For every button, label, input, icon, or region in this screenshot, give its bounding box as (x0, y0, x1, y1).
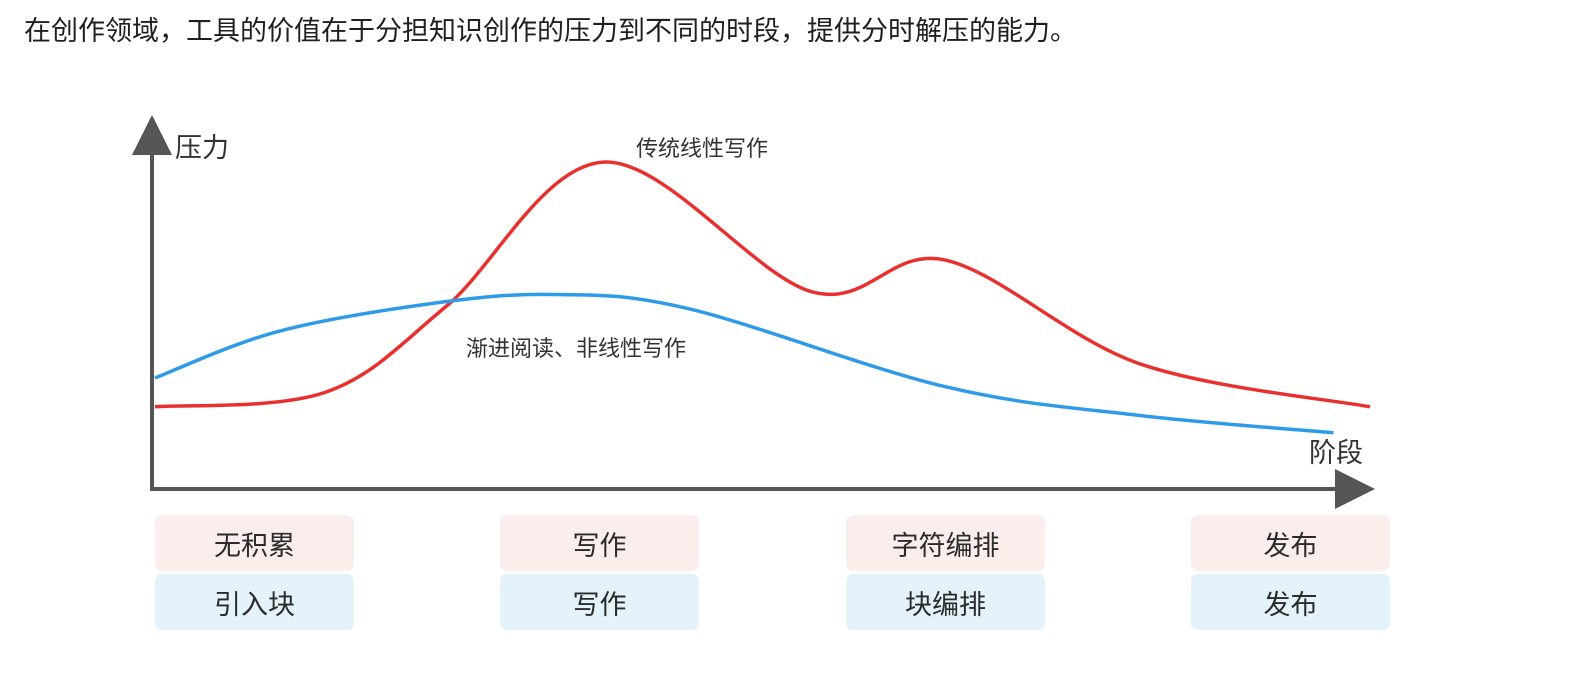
series-progressive-reading-line (154, 292, 1334, 435)
stage-1-block: 引入块 (155, 574, 354, 630)
series-label-progressive: 渐进阅读、非线性写作 (466, 337, 686, 362)
stage-2-block: 写作 (500, 574, 699, 630)
intro-text: 在创作领域，工具的价值在于分担知识创作的压力到不同的时段，提供分时解压的能力。 (24, 16, 1077, 47)
stage-3-traditional: 字符编排 (846, 515, 1045, 571)
stage-1-traditional: 无积累 (155, 515, 354, 571)
x-axis-label: 阶段 (1309, 438, 1363, 469)
y-axis-label: 压力 (175, 133, 229, 164)
stage-4-traditional: 发布 (1191, 515, 1390, 571)
stage-3-block: 块编排 (846, 574, 1045, 630)
series-traditional-linear-writing-line (154, 160, 1371, 409)
stage-4-block: 发布 (1191, 574, 1390, 630)
stage-2-traditional: 写作 (500, 515, 699, 571)
series-label-traditional: 传统线性写作 (636, 137, 768, 162)
